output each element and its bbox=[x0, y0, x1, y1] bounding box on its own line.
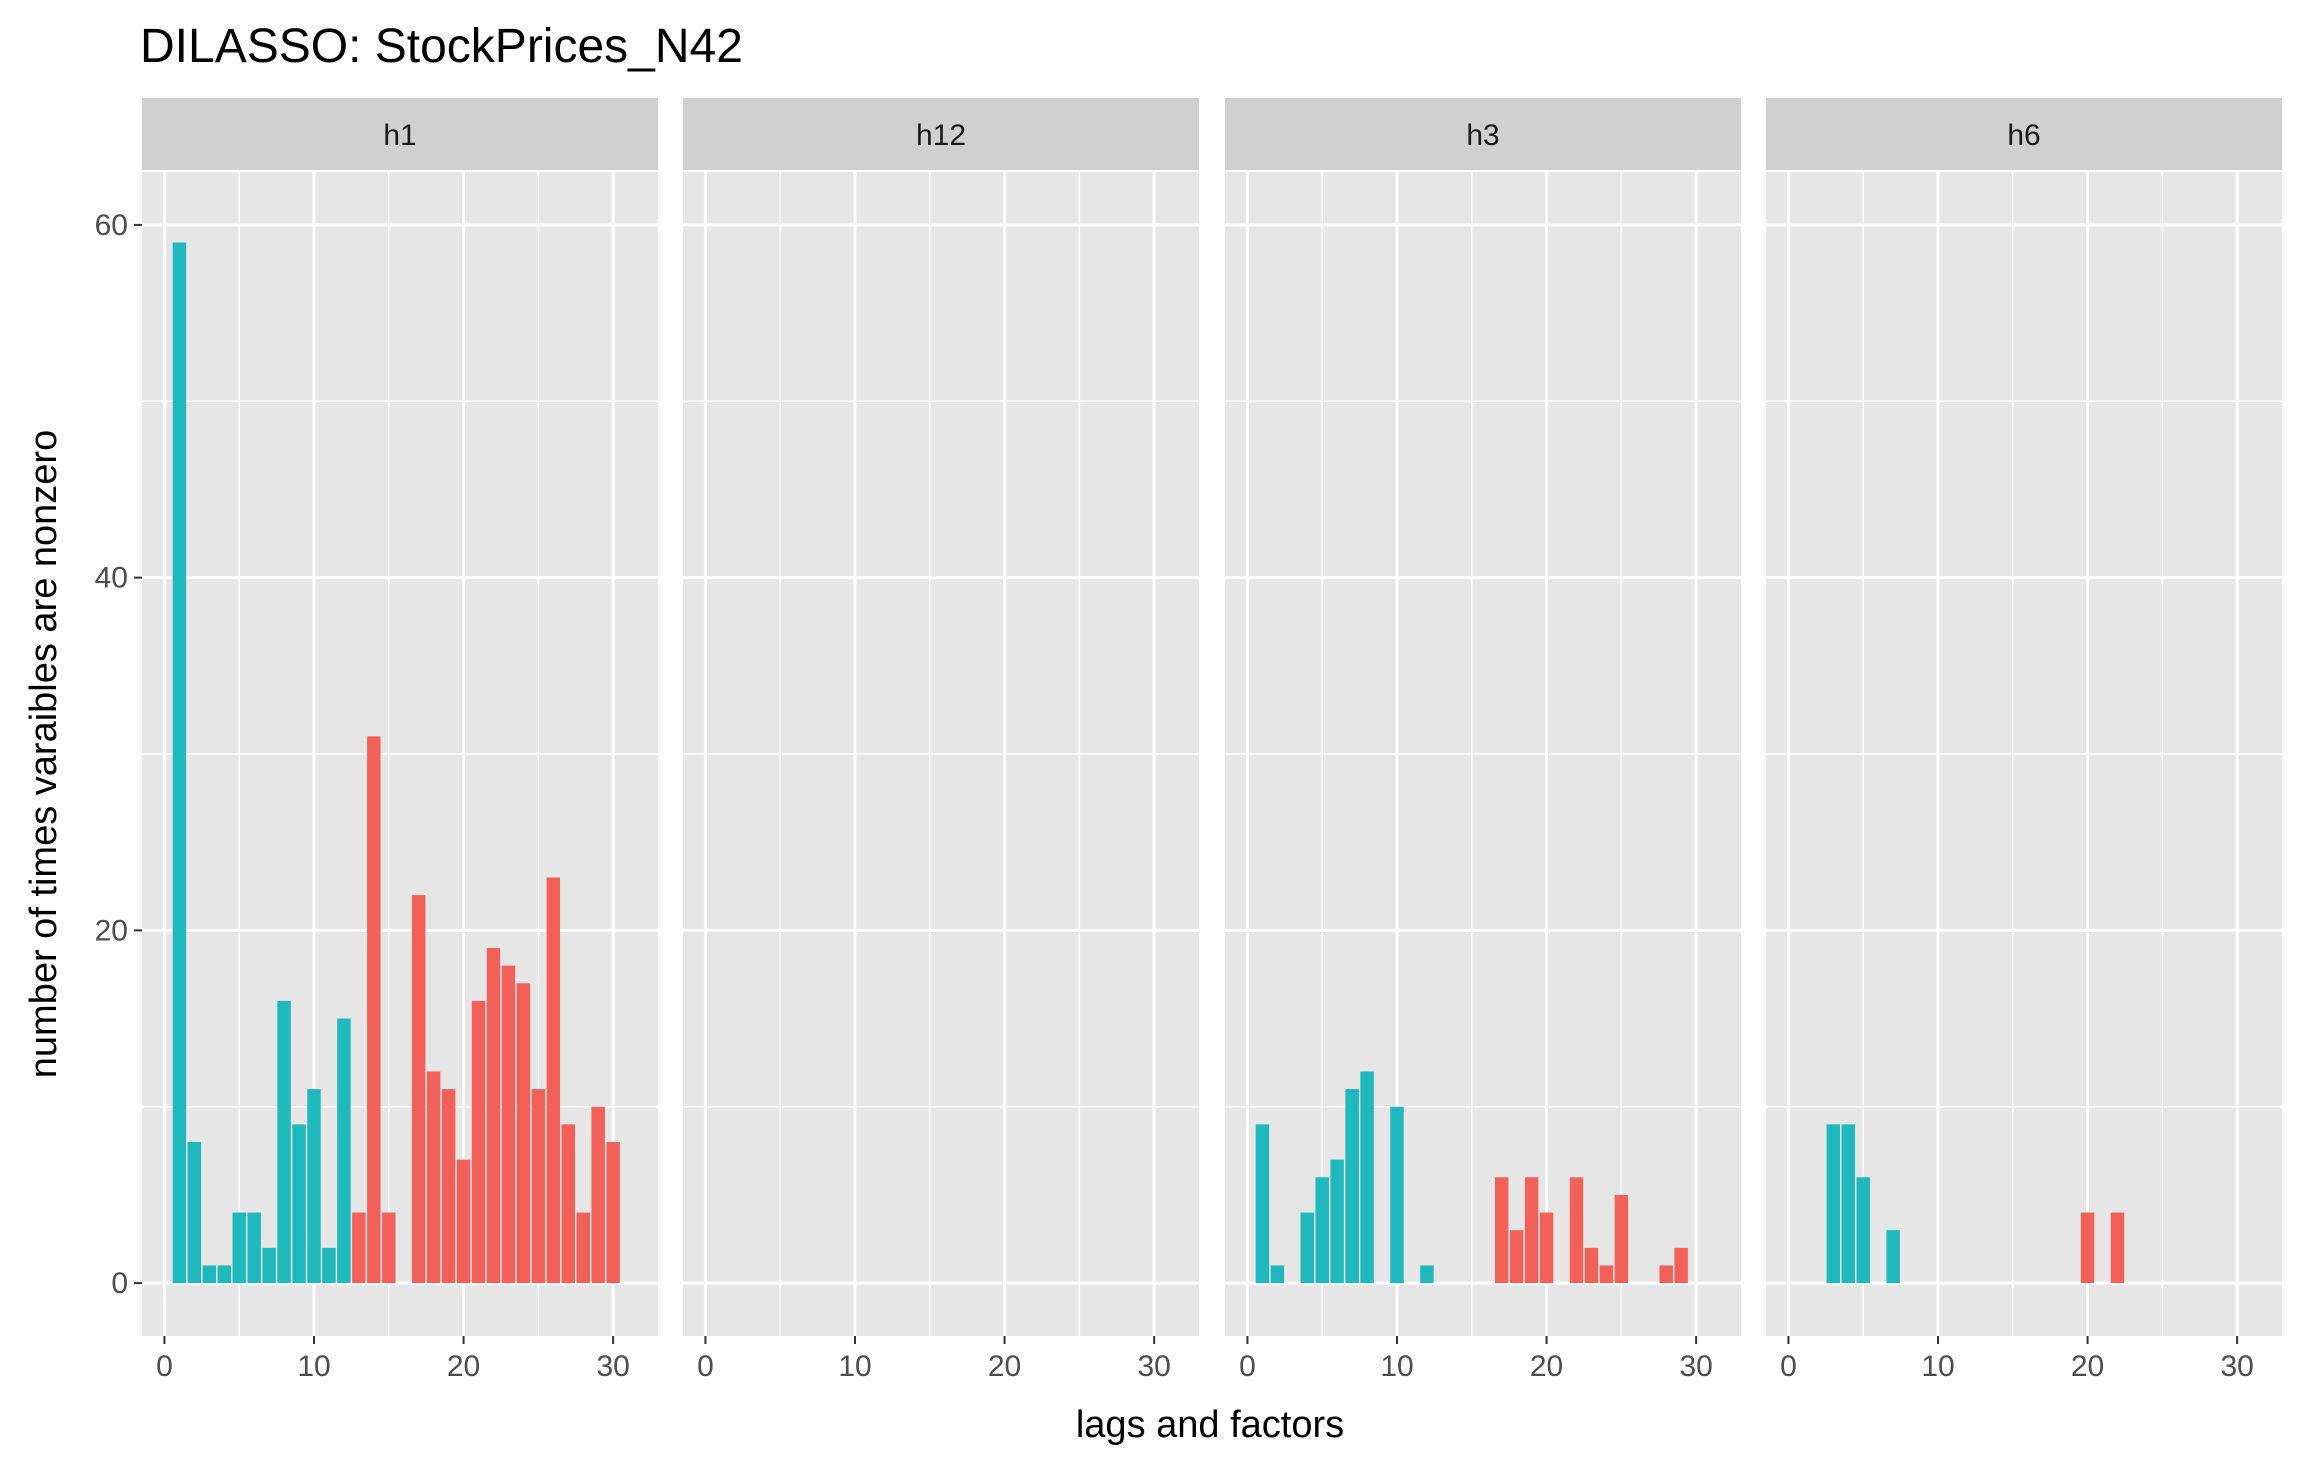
x-tick-label: 0 bbox=[1239, 1350, 1256, 1383]
x-tick-label: 10 bbox=[297, 1350, 330, 1383]
bar bbox=[486, 948, 501, 1284]
facet-strip-label: h6 bbox=[2007, 119, 2040, 152]
bar bbox=[1330, 1159, 1344, 1284]
bar bbox=[277, 1000, 291, 1284]
bar bbox=[307, 1089, 321, 1284]
x-axis-title: lags and factors bbox=[1076, 1404, 1344, 1446]
bar bbox=[606, 1142, 620, 1284]
bar bbox=[561, 1124, 575, 1284]
y-axis-title: number of times varaibles are nonzero bbox=[23, 430, 65, 1078]
facet-h12: h12 0 10 20 30 bbox=[683, 98, 1199, 1383]
bar bbox=[352, 1212, 366, 1284]
bar bbox=[1569, 1177, 1584, 1284]
bar bbox=[1856, 1177, 1870, 1284]
y-axis: 0 20 40 60 bbox=[95, 209, 142, 1300]
bar bbox=[1255, 1124, 1270, 1284]
bar bbox=[292, 1124, 306, 1284]
bar bbox=[232, 1212, 246, 1284]
y-tick-label: 20 bbox=[95, 914, 128, 947]
facet-h3: h3 0 10 20 30 bbox=[1225, 98, 1741, 1383]
bar bbox=[1826, 1124, 1841, 1284]
facet-strip bbox=[1766, 98, 2282, 170]
x-tick-label: 10 bbox=[1921, 1350, 1954, 1383]
x-tick-label: 10 bbox=[838, 1350, 871, 1383]
bar bbox=[441, 1089, 456, 1284]
bar bbox=[367, 736, 381, 1284]
facet-strip-label: h12 bbox=[916, 119, 966, 152]
bar bbox=[1841, 1124, 1855, 1284]
bar bbox=[1599, 1265, 1614, 1284]
x-tick-label: 30 bbox=[596, 1350, 629, 1383]
bar bbox=[591, 1106, 605, 1284]
bar bbox=[456, 1159, 471, 1284]
bar bbox=[2080, 1212, 2095, 1284]
bar bbox=[411, 895, 426, 1284]
bar bbox=[2110, 1212, 2125, 1284]
bar bbox=[1539, 1212, 1554, 1284]
x-tick-label: 20 bbox=[1530, 1350, 1563, 1383]
y-tick-label: 60 bbox=[95, 209, 128, 242]
x-tick-label: 0 bbox=[1780, 1350, 1797, 1383]
bar bbox=[187, 1142, 202, 1284]
bar bbox=[1886, 1230, 1900, 1284]
facet-strip bbox=[1225, 98, 1741, 170]
x-tick-label: 0 bbox=[156, 1350, 173, 1383]
bar bbox=[1270, 1265, 1285, 1284]
bar bbox=[1494, 1177, 1509, 1284]
bar bbox=[337, 1018, 351, 1284]
chart-title: DILASSO: StockPrices_N42 bbox=[140, 20, 743, 73]
x-tick-label: 20 bbox=[447, 1350, 480, 1383]
facet-h6: h6 0 10 20 30 bbox=[1766, 98, 2282, 1383]
bar bbox=[576, 1212, 590, 1284]
bar bbox=[1300, 1212, 1314, 1284]
bar bbox=[1659, 1265, 1673, 1284]
bar bbox=[262, 1247, 276, 1284]
facet-strip bbox=[142, 98, 658, 170]
x-tick-label: 30 bbox=[2220, 1350, 2253, 1383]
y-tick-label: 40 bbox=[95, 562, 128, 595]
bar bbox=[1509, 1230, 1524, 1284]
bar bbox=[1614, 1194, 1629, 1284]
bar bbox=[531, 1089, 546, 1284]
x-tick-label: 10 bbox=[1380, 1350, 1413, 1383]
facet-strip-label: h1 bbox=[383, 119, 416, 152]
bar bbox=[426, 1071, 441, 1284]
bar bbox=[471, 1000, 486, 1284]
facet-h1: h1 0 10 20 30 bbox=[142, 98, 658, 1383]
bar bbox=[546, 877, 561, 1284]
bar bbox=[516, 983, 531, 1284]
bar bbox=[1420, 1265, 1434, 1284]
bar bbox=[202, 1265, 217, 1284]
x-tick-label: 30 bbox=[1137, 1350, 1170, 1383]
y-tick-label: 0 bbox=[111, 1267, 128, 1300]
bar bbox=[1674, 1247, 1688, 1284]
bar bbox=[1360, 1071, 1374, 1284]
x-tick-label: 0 bbox=[697, 1350, 714, 1383]
bar bbox=[382, 1212, 396, 1284]
x-tick-label: 20 bbox=[988, 1350, 1021, 1383]
bar bbox=[1345, 1089, 1359, 1284]
bar bbox=[1584, 1247, 1599, 1284]
bar bbox=[247, 1212, 261, 1284]
facet-strip bbox=[683, 98, 1199, 170]
bar bbox=[1524, 1177, 1539, 1284]
bar bbox=[217, 1265, 231, 1284]
facet-strip-label: h3 bbox=[1466, 119, 1499, 152]
x-tick-label: 30 bbox=[1679, 1350, 1712, 1383]
facet-panels: h1 0 10 20 30 h12 0 10 20 30 h3 0 10 20 30 h6 0 10 20 30 bbox=[142, 98, 2282, 1383]
x-tick-label: 20 bbox=[2071, 1350, 2104, 1383]
bar bbox=[172, 242, 187, 1284]
bar bbox=[322, 1247, 336, 1284]
bar bbox=[1315, 1177, 1329, 1284]
bar bbox=[501, 965, 516, 1284]
bar bbox=[1390, 1106, 1404, 1284]
